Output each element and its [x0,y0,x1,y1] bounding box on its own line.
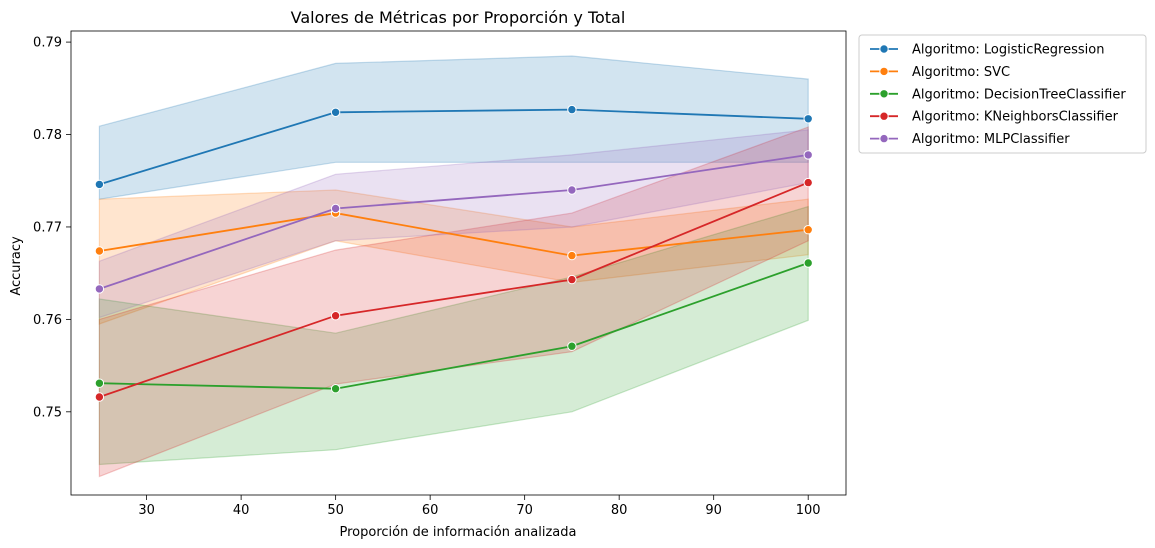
data-point-3-3 [803,177,813,188]
data-point-1-3 [803,225,813,235]
y-tick-label: 0.76 [33,313,62,328]
x-tick-label: 30 [138,503,155,518]
plot-area-frame [70,30,847,496]
data-point-4-2 [567,185,577,195]
data-point-4-3 [803,150,813,160]
data-point-0-2 [567,104,577,115]
y-axis: 0.75 0.76 0.77 0.78 0.79 [33,36,71,420]
x-axis: 30 40 50 60 70 80 90 100 [138,495,821,518]
legend-marker-0 [879,44,889,54]
x-tick-label: 70 [516,503,533,518]
confidence-band-2 [98,205,809,466]
data-point-4-0 [94,284,105,294]
x-axis-label: Proporción de información analizada [340,525,577,540]
confidence-band-0 [98,55,809,200]
legend-frame [858,34,1147,154]
data-point-3-1 [330,311,341,321]
y-tick-label: 0.79 [33,36,62,51]
x-tick-label: 80 [611,503,628,518]
data-point-2-0 [94,378,105,388]
data-point-2-3 [803,258,813,268]
series-line-3 [99,181,809,398]
legend-label-3: Algoritmo: KNeighborsClassifier [912,110,1119,125]
legend-label-2: Algoritmo: DecisionTreeClassifier [912,87,1126,102]
x-tick-label: 40 [233,503,250,518]
data-point-1-2 [567,250,577,261]
data-point-2-1 [330,384,341,394]
x-tick-label: 100 [796,503,821,518]
data-point-1-0 [94,246,105,256]
legend: Algoritmo: LogisticRegression Algoritmo: … [858,34,1147,154]
legend-label-0: Algoritmo: LogisticRegression [912,43,1104,58]
legend-marker-2 [879,89,889,99]
legend-marker-4 [879,133,889,144]
series-line-2 [99,262,809,390]
data-point-4-1 [330,203,341,214]
y-tick-label: 0.77 [33,220,62,235]
confidence-band-3 [98,126,809,478]
x-tick-label: 60 [422,503,439,518]
data-point-0-3 [803,114,813,124]
confidence-bands [98,55,809,478]
legend-marker-3 [879,111,889,121]
data-point-0-1 [330,107,341,118]
series-line-0 [99,108,809,186]
series-lines [99,108,809,398]
data-point-2-2 [567,341,577,351]
series-markers [94,104,813,402]
y-tick-label: 0.78 [33,128,62,143]
legend-marker-1 [879,66,889,77]
series-line-1 [99,212,809,257]
data-point-3-2 [567,274,577,285]
data-point-3-0 [94,392,105,402]
y-tick-label: 0.75 [33,405,62,420]
series-line-4 [99,154,809,290]
x-tick-label: 90 [705,503,722,518]
legend-label-1: Algoritmo: SVC [912,65,1010,80]
y-axis-label: Accuracy [9,236,24,296]
chart-title: Valores de Métricas por Proporción y Tot… [291,8,626,27]
x-tick-label: 50 [327,503,344,518]
legend-label-4: Algoritmo: MLPClassifier [912,132,1070,147]
data-point-0-0 [94,179,105,190]
